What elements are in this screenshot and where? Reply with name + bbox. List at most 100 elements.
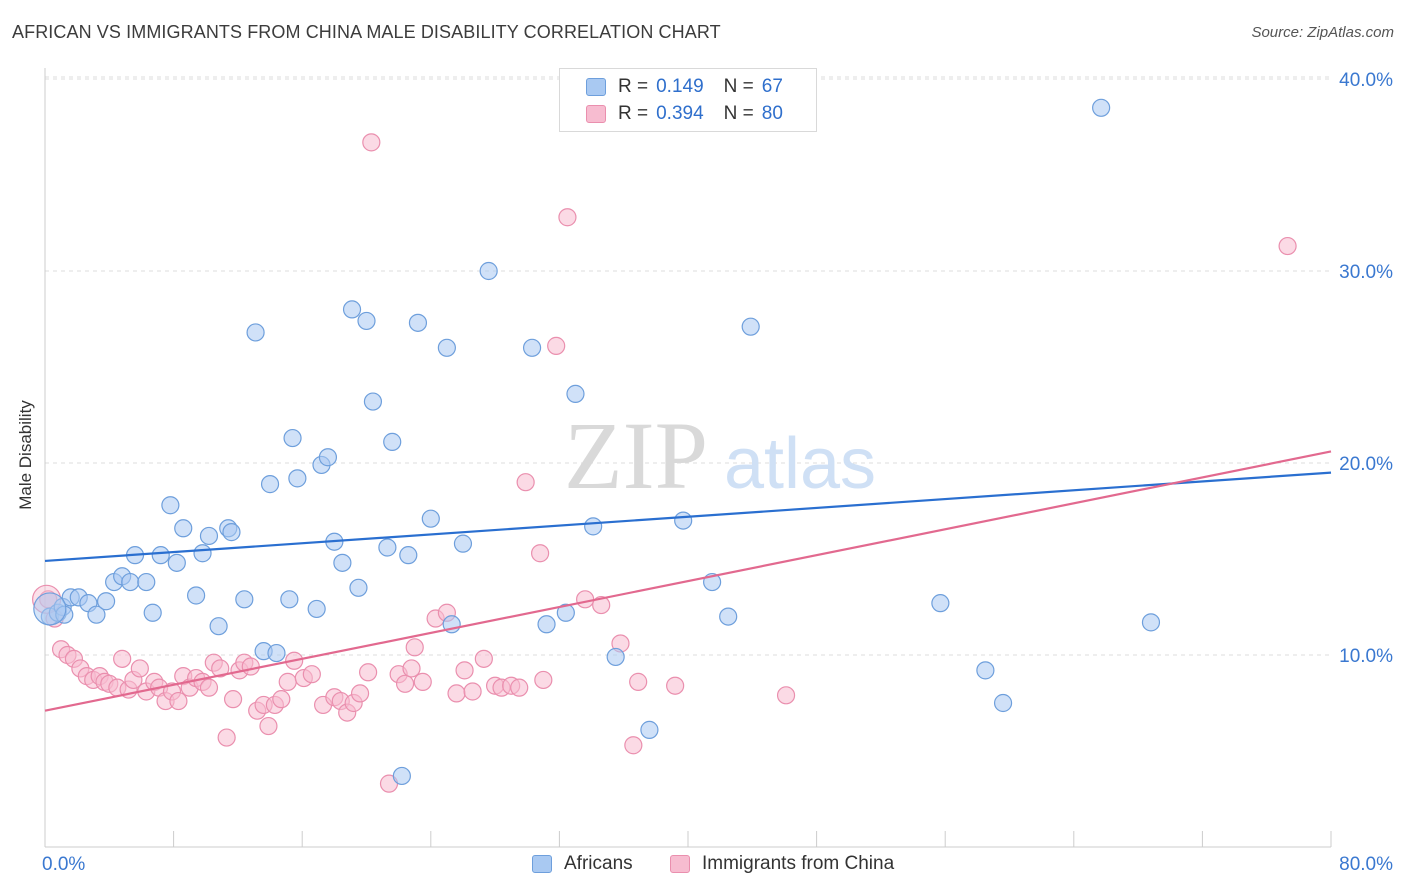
point-africans bbox=[333, 553, 352, 572]
y-tick-label: 30.0% bbox=[1339, 262, 1393, 283]
point-africans bbox=[392, 766, 411, 786]
point-africans bbox=[674, 511, 693, 530]
point-china bbox=[272, 690, 291, 709]
point-china bbox=[534, 670, 553, 690]
point-africans bbox=[378, 538, 397, 557]
point-china bbox=[576, 590, 595, 609]
point-china bbox=[666, 676, 685, 695]
point-africans bbox=[556, 603, 575, 622]
point-africans bbox=[137, 572, 156, 592]
legend-r-label: R = bbox=[618, 76, 649, 97]
series-immigrants-from-china bbox=[32, 133, 1297, 793]
point-africans bbox=[931, 594, 950, 613]
point-africans bbox=[453, 534, 473, 553]
point-africans bbox=[222, 523, 241, 542]
point-africans bbox=[976, 661, 995, 680]
point-china bbox=[223, 690, 243, 709]
point-china bbox=[510, 678, 529, 697]
point-china bbox=[624, 736, 643, 755]
watermark-zip: ZIP bbox=[564, 402, 708, 509]
point-china bbox=[474, 649, 493, 668]
source-credit: Source: ZipAtlas.com bbox=[1251, 24, 1394, 41]
point-africans bbox=[1092, 98, 1111, 117]
point-africans bbox=[408, 313, 428, 332]
point-africans bbox=[566, 384, 585, 403]
trend-lines bbox=[44, 450, 1332, 712]
legend-r-value-africans: 0.149 bbox=[656, 76, 704, 97]
point-china bbox=[113, 649, 132, 668]
trend-line-africans bbox=[44, 471, 1332, 563]
point-africans bbox=[399, 546, 418, 565]
point-china bbox=[558, 208, 577, 227]
legend-r-label: R = bbox=[618, 103, 649, 124]
point-africans bbox=[479, 261, 498, 281]
bottom-legend-swatch-africans bbox=[532, 855, 552, 873]
point-africans bbox=[741, 317, 760, 336]
series-africans bbox=[33, 98, 1161, 786]
point-china bbox=[592, 595, 611, 615]
point-africans bbox=[357, 311, 376, 331]
point-africans bbox=[383, 432, 402, 451]
point-africans bbox=[96, 592, 116, 611]
point-africans bbox=[199, 526, 219, 546]
point-china bbox=[359, 663, 378, 682]
point-africans bbox=[993, 693, 1013, 713]
point-africans bbox=[307, 599, 326, 619]
point-china bbox=[547, 336, 566, 355]
trend-line-china bbox=[44, 450, 1332, 712]
legend-n-label: N = bbox=[723, 103, 754, 124]
point-africans bbox=[246, 323, 265, 342]
point-africans bbox=[437, 338, 456, 357]
point-africans bbox=[522, 338, 542, 357]
correlation-legend: R = 0.149 N = 67 R = 0.394 N = 80 bbox=[559, 68, 817, 132]
point-africans bbox=[719, 607, 738, 626]
point-china bbox=[362, 133, 381, 152]
point-china bbox=[211, 659, 230, 678]
legend-n-label: N = bbox=[723, 76, 754, 97]
x-tick-label-max: 80.0% bbox=[1339, 854, 1393, 875]
point-africans bbox=[342, 300, 362, 319]
point-africans bbox=[174, 519, 193, 538]
bottom-legend-africans: Africans bbox=[532, 852, 633, 876]
point-china bbox=[447, 684, 466, 703]
point-china bbox=[302, 665, 321, 684]
watermark-atlas: atlas bbox=[724, 424, 876, 504]
gridlines bbox=[45, 76, 1331, 656]
point-china bbox=[217, 728, 236, 747]
bottom-legend-label-china: Immigrants from China bbox=[702, 853, 895, 874]
point-africans bbox=[167, 553, 186, 572]
point-africans bbox=[318, 448, 338, 467]
point-africans bbox=[606, 647, 625, 667]
point-africans bbox=[209, 617, 228, 636]
point-china bbox=[455, 661, 474, 680]
point-africans bbox=[267, 643, 286, 663]
point-china bbox=[199, 678, 219, 697]
point-china bbox=[350, 684, 370, 703]
legend-row-china: R = 0.394 N = 80 bbox=[586, 101, 783, 127]
point-africans bbox=[187, 586, 206, 605]
point-africans bbox=[87, 605, 106, 624]
bottom-legend-label-africans: Africans bbox=[564, 853, 633, 874]
legend-r-value-china: 0.394 bbox=[656, 103, 704, 124]
point-africans bbox=[151, 546, 170, 565]
point-africans bbox=[121, 572, 140, 592]
point-africans bbox=[260, 475, 280, 494]
legend-n-value-africans: 67 bbox=[761, 76, 783, 97]
point-africans bbox=[288, 469, 307, 488]
point-africans bbox=[421, 509, 440, 528]
point-china bbox=[259, 716, 278, 736]
bottom-legend-swatch-china bbox=[670, 855, 690, 873]
axes bbox=[44, 68, 1332, 848]
point-africans bbox=[363, 392, 383, 411]
point-africans bbox=[584, 517, 603, 536]
point-china bbox=[405, 638, 424, 657]
bottom-legend-china: Immigrants from China bbox=[670, 852, 894, 876]
point-africans bbox=[283, 428, 302, 448]
point-africans bbox=[349, 578, 368, 597]
point-africans-cluster bbox=[33, 592, 67, 626]
point-africans bbox=[161, 496, 180, 515]
point-china bbox=[413, 672, 432, 691]
y-tick-label: 40.0% bbox=[1339, 70, 1393, 91]
legend-swatch-china bbox=[586, 105, 606, 123]
legend-row-africans: R = 0.149 N = 67 bbox=[586, 74, 783, 100]
